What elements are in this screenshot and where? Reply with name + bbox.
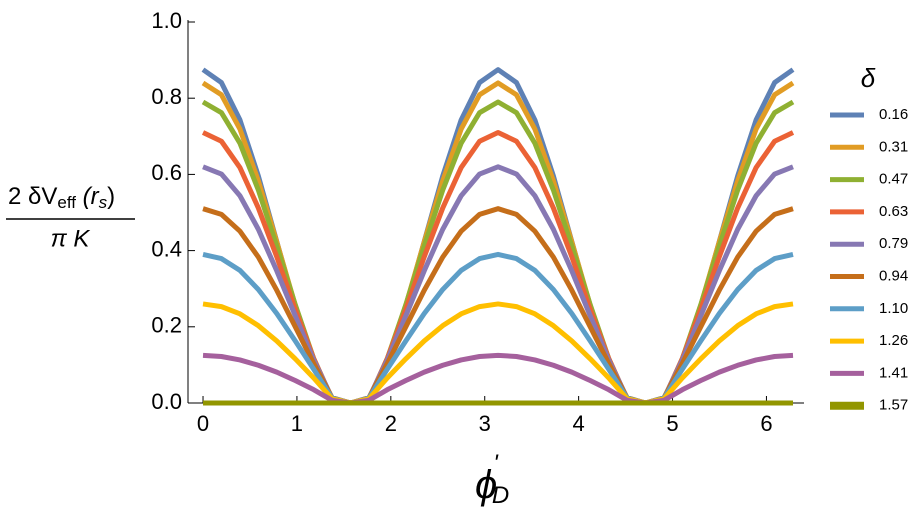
x-axis-label: ϕ' D <box>475 450 509 509</box>
legend-label: 1.41 <box>879 364 908 381</box>
series-line <box>201 129 795 406</box>
y-axis-label: 2 δVeff (rs) π K <box>6 183 135 252</box>
y-label-denominator: π K <box>51 225 91 252</box>
x-tick-label: 5 <box>666 411 678 436</box>
legend-label: 0.94 <box>879 267 908 284</box>
x-tick-label: 6 <box>760 411 772 436</box>
legend-label: 0.63 <box>879 203 908 220</box>
x-tick-label: 2 <box>385 411 397 436</box>
legend-label: 1.10 <box>879 300 908 317</box>
series-line <box>202 164 794 406</box>
x-tick-label: 3 <box>479 411 491 436</box>
legend-label: 0.47 <box>879 171 908 188</box>
y-tick-label: 0.2 <box>151 313 182 338</box>
y-label-numerator: 2 δVeff (rs) <box>8 183 115 212</box>
legend-label: 1.57 <box>879 397 908 414</box>
legend-title: δ <box>861 63 876 93</box>
y-tick-label: 0.4 <box>151 236 182 261</box>
y-tick-label: 0.6 <box>151 160 182 185</box>
legend-label: 0.79 <box>879 235 908 252</box>
x-tick-label: 0 <box>197 411 209 436</box>
x-tick-label: 4 <box>573 411 585 436</box>
y-tick-label: 0.8 <box>151 84 182 109</box>
x-tick-label: 1 <box>291 411 303 436</box>
legend-label: 0.31 <box>879 138 908 155</box>
legend-label: 0.16 <box>879 106 908 123</box>
series-line <box>202 301 794 406</box>
y-tick-label: 0.0 <box>151 389 182 414</box>
series-line <box>202 251 794 406</box>
series-line <box>202 352 794 406</box>
y-tick-label: 1.0 <box>151 8 182 33</box>
legend-label: 1.26 <box>879 332 908 349</box>
series-line <box>202 206 794 406</box>
